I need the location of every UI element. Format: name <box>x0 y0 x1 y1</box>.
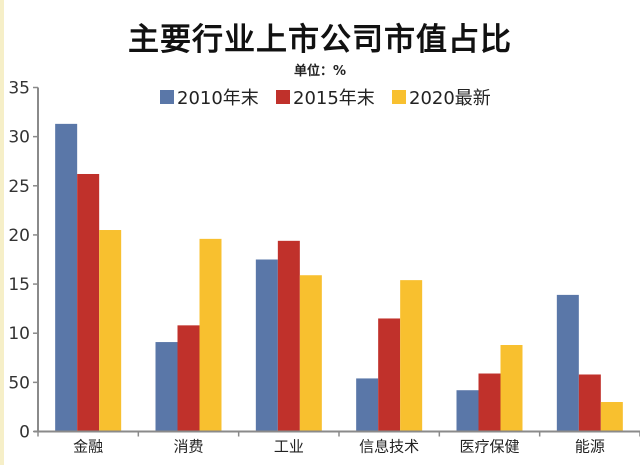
legend-swatch <box>392 90 406 104</box>
chart-title: 主要行业上市公司市值占比 <box>128 22 512 58</box>
y-tick-label: 0 <box>19 423 30 443</box>
bar-1-2 <box>277 240 300 432</box>
y-tick-label: 25 <box>8 177 30 197</box>
bar-2-1 <box>199 238 222 432</box>
bar-0-3 <box>356 378 379 432</box>
legend-label: 2015年末 <box>293 88 375 109</box>
bar-2-0 <box>99 230 122 432</box>
y-tick-label: 15 <box>8 275 30 295</box>
bar-0-4 <box>456 390 479 432</box>
x-category-label: 能源 <box>575 438 605 456</box>
bar-0-5 <box>556 294 579 432</box>
chart-subtitle: 单位：% <box>293 64 347 79</box>
x-category-label: 工业 <box>274 438 304 456</box>
bar-1-1 <box>177 325 200 432</box>
bar-2-2 <box>299 275 322 432</box>
bar-0-1 <box>155 342 178 432</box>
bar-2-3 <box>400 280 423 432</box>
y-tick-label: 20 <box>8 226 30 246</box>
y-tick-label: 10 <box>8 324 30 344</box>
legend-label: 2010年末 <box>177 88 259 109</box>
y-tick-label: 30 <box>8 128 30 148</box>
bar-2-5 <box>600 402 623 432</box>
x-category-label: 金融 <box>73 438 103 456</box>
y-tick-label: 35 <box>8 79 30 99</box>
legend-swatch <box>160 90 174 104</box>
bar-2-4 <box>500 345 523 432</box>
bar-1-5 <box>578 374 601 432</box>
bar-1-4 <box>478 373 501 432</box>
left-edge-strip <box>0 0 4 465</box>
bar-0-0 <box>55 123 78 432</box>
bar-0-2 <box>255 259 278 432</box>
y-tick-label: 50 <box>8 373 30 393</box>
bar-1-3 <box>378 318 401 432</box>
legend-swatch <box>276 90 290 104</box>
x-category-label: 信息技术 <box>359 438 419 456</box>
x-category-label: 消费 <box>173 438 203 456</box>
x-category-label: 医疗保健 <box>459 438 519 456</box>
bar-1-0 <box>77 173 100 432</box>
legend-label: 2020最新 <box>409 88 491 109</box>
